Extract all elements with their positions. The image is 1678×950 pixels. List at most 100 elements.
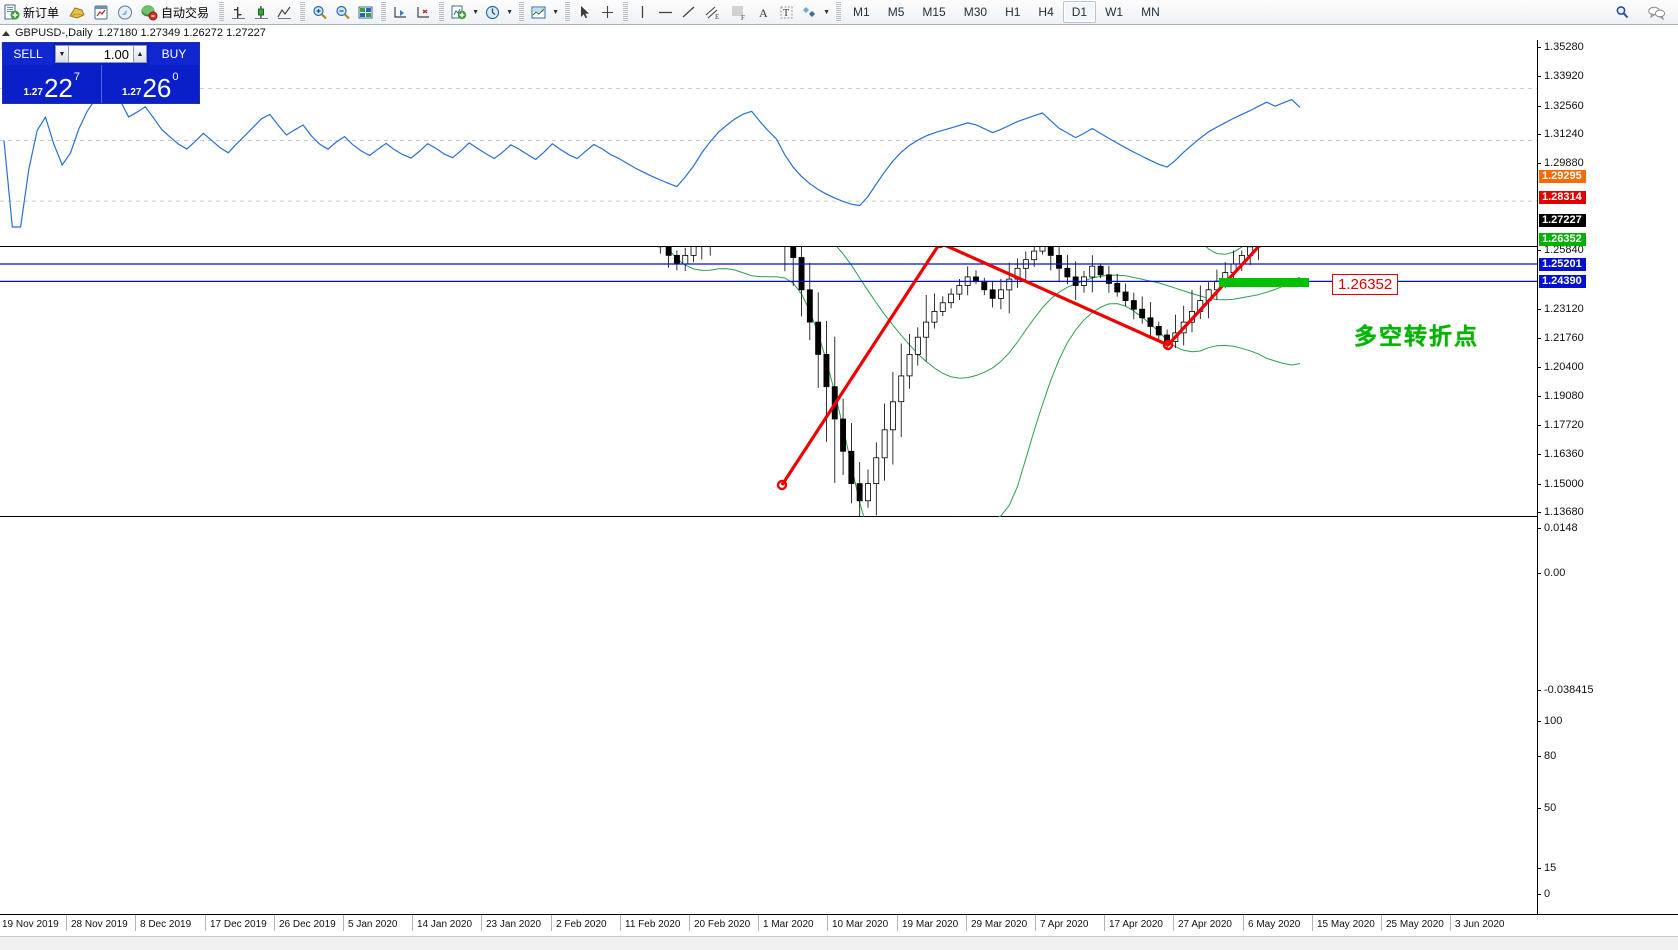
rsi-pane[interactable]: RSI(14) 72.7473 bbox=[0, 40, 1537, 247]
search-button[interactable] bbox=[1611, 1, 1634, 23]
date-tick bbox=[274, 915, 275, 931]
date-label: 19 Mar 2020 bbox=[902, 919, 959, 930]
toolbar-group-standard: 新订单 bbox=[0, 0, 215, 24]
sell-button[interactable]: SELL bbox=[3, 43, 53, 65]
timeframe-mn[interactable]: MN bbox=[1141, 5, 1160, 19]
shift-end-button[interactable] bbox=[389, 1, 412, 23]
text-button[interactable]: A bbox=[752, 1, 775, 23]
one-click-trading-panel: SELL ▼ 1.00 ▲ BUY 1.27 22 7 1.27 26 0 bbox=[2, 42, 200, 104]
timeframe-d1[interactable]: D1 bbox=[1062, 1, 1097, 23]
buy-price-main: 26 bbox=[142, 73, 172, 103]
rsi-chart-canvas[interactable] bbox=[0, 40, 1537, 247]
horizontal-line-icon bbox=[659, 11, 673, 13]
cursor-button[interactable] bbox=[573, 1, 596, 23]
timeframe-h4[interactable]: H4 bbox=[1038, 5, 1054, 19]
svg-text:E: E bbox=[715, 13, 719, 21]
new-order-icon bbox=[4, 4, 20, 19]
horizontal-line-button[interactable] bbox=[654, 1, 677, 23]
bar-chart-button[interactable] bbox=[227, 1, 250, 23]
timeframe-h1[interactable]: H1 bbox=[1005, 5, 1021, 19]
date-label: 15 May 2020 bbox=[1317, 919, 1375, 930]
period-button[interactable] bbox=[481, 1, 504, 23]
support-zone-highlight bbox=[1219, 278, 1309, 287]
chinese-annotation-text: 多空转折点 bbox=[1354, 324, 1479, 350]
status-bar bbox=[0, 936, 1678, 950]
toolbar-right-group bbox=[1611, 1, 1678, 23]
shapes-icon bbox=[803, 6, 816, 17]
toolbar-group-zoom bbox=[308, 0, 377, 24]
volume-input[interactable]: 1.00 bbox=[69, 45, 133, 63]
shapes-button[interactable] bbox=[798, 1, 821, 23]
date-label: 19 Nov 2019 bbox=[2, 919, 59, 930]
date-tick bbox=[1381, 915, 1382, 931]
templates-button[interactable] bbox=[527, 1, 550, 23]
date-tick bbox=[66, 915, 67, 931]
text-label-button[interactable]: T bbox=[775, 1, 798, 23]
line-chart-button[interactable] bbox=[273, 1, 296, 23]
date-tick bbox=[966, 915, 967, 931]
date-label: 3 Jun 2020 bbox=[1455, 919, 1505, 930]
new-chart-button[interactable] bbox=[447, 1, 470, 23]
date-tick bbox=[689, 915, 690, 931]
symbol-name: GBPUSD-,Daily bbox=[15, 27, 93, 39]
collapse-triangle-icon[interactable] bbox=[2, 30, 10, 36]
auto-scroll-button[interactable] bbox=[412, 1, 435, 23]
equidistant-channel-button[interactable]: E bbox=[700, 1, 726, 23]
data-window-button[interactable] bbox=[89, 1, 113, 23]
autotrading-button[interactable]: 自动交易 bbox=[137, 1, 215, 23]
timeframe-m1[interactable]: M1 bbox=[853, 5, 870, 19]
price-tag-ask: 1.29295 bbox=[1539, 169, 1586, 183]
price-scale[interactable]: 1.35280 1.33920 1.32560 1.31240 1.29880 … bbox=[1537, 40, 1678, 914]
sell-price-prefix: 1.27 bbox=[23, 87, 43, 98]
candlestick-chart-button[interactable] bbox=[250, 1, 273, 23]
date-tick bbox=[1243, 915, 1244, 931]
vertical-line-button[interactable] bbox=[631, 1, 654, 23]
new-chart-dropdown-arrow[interactable]: ▼ bbox=[472, 8, 479, 16]
timeframe-w1[interactable]: W1 bbox=[1105, 5, 1124, 19]
indicators-button[interactable] bbox=[65, 1, 89, 23]
chart-area[interactable]: MACD(12,26,9) 0.009790 0.003817 RSI(14) … bbox=[0, 40, 1678, 950]
volume-increase-button[interactable]: ▲ bbox=[133, 45, 147, 63]
date-label: 17 Dec 2019 bbox=[210, 919, 267, 930]
date-tick bbox=[1312, 915, 1313, 931]
timeframe-group: M1 M5 M15 M30 H1 H4 D1 W1 MN bbox=[844, 0, 1169, 24]
rsi-tick: 0 bbox=[1538, 888, 1678, 900]
date-label: 25 May 2020 bbox=[1386, 919, 1444, 930]
date-tick bbox=[897, 915, 898, 931]
equidistant-channel-icon: E bbox=[705, 6, 719, 21]
fibonacci-button[interactable]: F bbox=[726, 1, 752, 23]
date-label: 2 Feb 2020 bbox=[556, 919, 607, 930]
zoom-out-button[interactable] bbox=[331, 1, 354, 23]
rsi-tick: 15 bbox=[1538, 862, 1678, 874]
shapes-dropdown-arrow[interactable]: ▼ bbox=[823, 8, 830, 16]
timeframe-m30[interactable]: M30 bbox=[963, 5, 988, 19]
date-tick bbox=[551, 915, 552, 931]
new-order-button[interactable]: 新订单 bbox=[0, 1, 65, 23]
navigator-button[interactable] bbox=[113, 1, 137, 23]
macd-tick: -0.038415 bbox=[1538, 684, 1678, 696]
timeframe-m15[interactable]: M15 bbox=[922, 5, 946, 19]
buy-price[interactable]: 1.27 26 0 bbox=[100, 65, 200, 103]
date-tick bbox=[758, 915, 759, 931]
period-dropdown-arrow[interactable]: ▼ bbox=[506, 8, 513, 16]
volume-stepper[interactable]: ▼ 1.00 ▲ bbox=[55, 45, 147, 63]
chat-icon bbox=[1648, 6, 1666, 20]
buy-button[interactable]: BUY bbox=[149, 43, 199, 65]
date-label: 8 Dec 2019 bbox=[140, 919, 192, 930]
date-tick bbox=[620, 915, 621, 931]
timeframe-m5[interactable]: M5 bbox=[887, 5, 905, 19]
trendline-button[interactable] bbox=[677, 1, 700, 23]
chat-button[interactable] bbox=[1644, 1, 1670, 23]
date-tick bbox=[1035, 915, 1036, 931]
zoom-out-icon bbox=[336, 5, 350, 19]
svg-text:F: F bbox=[741, 14, 745, 21]
crosshair-button[interactable] bbox=[596, 1, 619, 23]
sell-price[interactable]: 1.27 22 7 bbox=[3, 65, 101, 103]
crosshair-icon bbox=[602, 5, 614, 18]
search-icon bbox=[1616, 5, 1629, 18]
volume-decrease-button[interactable]: ▼ bbox=[55, 45, 69, 63]
tile-windows-button[interactable] bbox=[354, 1, 377, 23]
templates-dropdown-arrow[interactable]: ▼ bbox=[552, 8, 559, 16]
zoom-in-button[interactable] bbox=[308, 1, 331, 23]
price-tick: 1.35280 bbox=[1538, 41, 1678, 53]
